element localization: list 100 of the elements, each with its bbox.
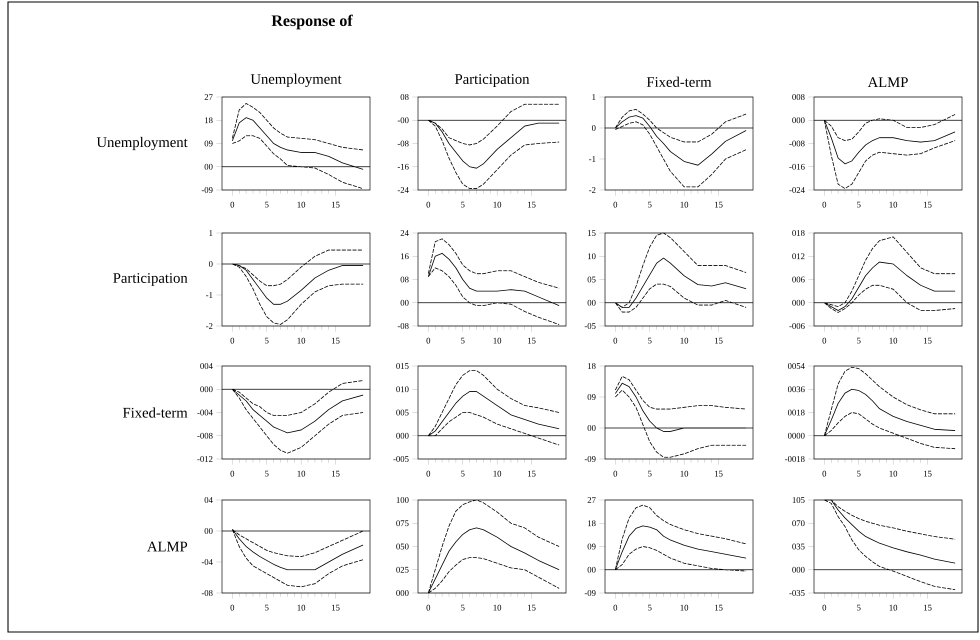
y-tick-label: 0000 — [788, 432, 805, 439]
x-tick-label: 5 — [461, 470, 465, 476]
x-tick-label: 0 — [822, 338, 826, 344]
x-tick-label: 10 — [494, 202, 502, 208]
x-tick-label: 5 — [461, 202, 465, 208]
chart-title: Participation — [454, 74, 530, 87]
x-tick-label: 15 — [924, 604, 932, 611]
x-tick-label: 0 — [426, 604, 430, 611]
y-tick-label: 09 — [204, 140, 213, 146]
x-tick-label: 0 — [822, 202, 826, 208]
x-tick-label: 10 — [680, 604, 688, 611]
x-tick-label: 15 — [715, 338, 723, 344]
x-tick-label: 15 — [528, 604, 536, 611]
y-tick-label: 09 — [588, 394, 596, 400]
x-tick-label: 5 — [265, 202, 269, 208]
y-tick-label: -08 — [398, 140, 409, 146]
y-tick-label: 04 — [204, 497, 213, 503]
y-tick-label: 010 — [396, 386, 409, 392]
x-tick-label: 15 — [332, 470, 340, 477]
y-tick-label: 000 — [200, 386, 213, 392]
x-tick-label: 10 — [680, 470, 688, 477]
x-tick-label: 5 — [265, 604, 269, 610]
x-tick-label: 5 — [265, 338, 269, 344]
y-tick-label: -05 — [584, 323, 596, 329]
x-tick-label: 10 — [890, 202, 898, 208]
x-tick-label: 10 — [680, 338, 688, 344]
y-tick-label: 000 — [396, 590, 409, 596]
x-tick-label: 10 — [494, 604, 502, 611]
x-tick-label: 0 — [230, 470, 234, 477]
x-tick-label: 0 — [230, 202, 234, 208]
y-tick-label: 005 — [396, 410, 409, 416]
x-tick-label: 5 — [857, 604, 861, 610]
y-tick-label: -08 — [398, 323, 409, 329]
y-tick-label: -016 — [789, 164, 805, 170]
x-tick-label: 5 — [461, 604, 465, 610]
x-tick-label: 15 — [924, 470, 932, 477]
y-tick-label: -004 — [197, 410, 213, 416]
y-tick-label: -16 — [398, 164, 409, 170]
x-tick-label: 10 — [298, 604, 306, 611]
y-tick-label: -006 — [789, 323, 805, 329]
y-tick-label: 035 — [792, 544, 805, 550]
x-tick-label: 10 — [890, 470, 898, 477]
y-tick-label: 008 — [792, 94, 805, 100]
y-tick-label: -012 — [197, 456, 212, 462]
chart-title: Fixed-term — [646, 76, 712, 87]
y-tick-label: -24 — [398, 187, 409, 193]
x-tick-label: 0 — [614, 202, 618, 208]
x-tick-label: 10 — [680, 202, 688, 208]
x-tick-label: 0 — [230, 604, 234, 611]
x-tick-label: 5 — [648, 470, 652, 476]
y-tick-label: 0 — [208, 261, 213, 267]
y-tick-label: 070 — [792, 520, 805, 526]
x-tick-label: 10 — [298, 338, 306, 344]
y-tick-label: 18 — [588, 520, 596, 526]
y-tick-label: 050 — [396, 544, 409, 550]
chart-title: Unemployment — [250, 74, 342, 87]
y-tick-label: 000 — [792, 300, 805, 306]
y-tick-label: 05 — [588, 276, 596, 282]
x-tick-label: 15 — [528, 338, 536, 344]
y-tick-label: -09 — [584, 456, 596, 462]
x-tick-label: 15 — [528, 202, 536, 208]
y-tick-label: 00 — [588, 566, 596, 573]
y-tick-label: 100 — [396, 497, 409, 503]
y-tick-label: -1 — [589, 156, 596, 162]
y-tick-label: 004 — [200, 363, 213, 369]
x-tick-label: 10 — [494, 338, 502, 344]
y-tick-label: 00 — [400, 300, 409, 306]
y-tick-label: -04 — [202, 559, 213, 565]
y-tick-label: 0 — [592, 125, 596, 131]
x-tick-label: 5 — [648, 338, 652, 344]
y-axis-title: Participation — [113, 273, 188, 286]
y-tick-label: -035 — [789, 590, 805, 596]
y-tick-label: 10 — [588, 253, 596, 260]
y-tick-label: 015 — [396, 363, 409, 369]
x-tick-label: 0 — [426, 202, 430, 208]
x-tick-label: 5 — [857, 202, 861, 208]
y-axis-title: ALMP — [147, 542, 188, 552]
x-tick-label: 5 — [857, 470, 861, 476]
x-tick-label: 15 — [528, 470, 536, 477]
x-tick-label: 0 — [822, 470, 826, 477]
y-tick-label: 012 — [792, 253, 804, 260]
x-tick-label: 0 — [614, 470, 618, 477]
y-tick-label: -09 — [202, 187, 213, 193]
y-tick-label: -2 — [206, 323, 212, 329]
y-tick-label: 000 — [792, 566, 805, 573]
y-tick-label: 075 — [396, 520, 409, 526]
y-tick-label: 27 — [588, 497, 596, 503]
y-tick-label: -00 — [398, 117, 409, 124]
y-tick-label: 00 — [204, 164, 213, 170]
x-tick-label: 10 — [494, 470, 502, 477]
y-tick-label: -09 — [584, 590, 596, 596]
x-tick-label: 5 — [265, 470, 269, 476]
y-tick-label: 018 — [792, 230, 805, 236]
x-tick-label: 15 — [924, 202, 932, 208]
x-tick-label: 5 — [857, 338, 861, 344]
y-axis-title: Unemployment — [96, 136, 188, 150]
x-tick-label: 0 — [822, 604, 826, 611]
y-tick-label: 08 — [400, 94, 409, 100]
y-tick-label: 15 — [588, 230, 596, 236]
y-tick-label: 1 — [592, 94, 596, 100]
